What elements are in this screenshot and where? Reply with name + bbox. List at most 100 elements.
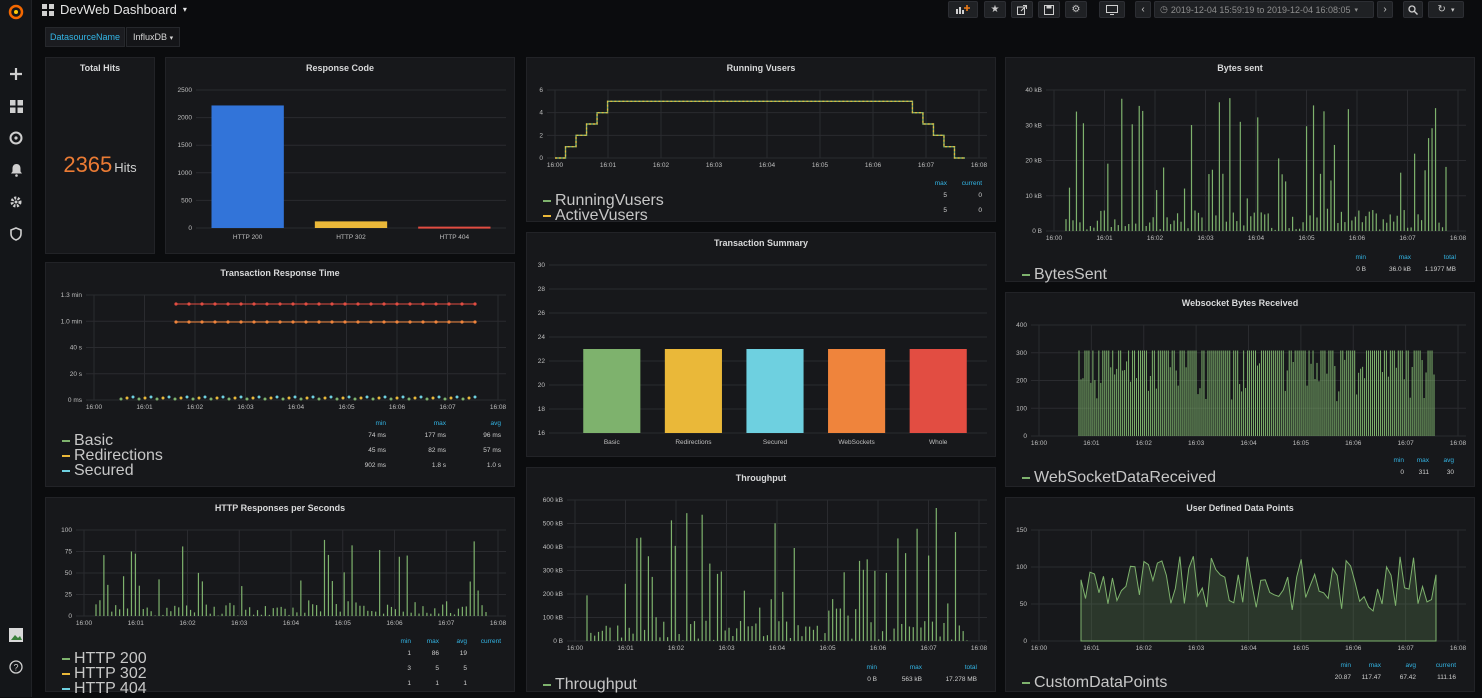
legend-header: max: [934, 180, 947, 187]
x-tick-label: 16:07: [918, 162, 935, 169]
legend-series[interactable]: BytesSent: [1022, 266, 1107, 284]
data-point: [245, 397, 249, 401]
variable-value: InfluxDB: [133, 32, 168, 42]
variable-select[interactable]: InfluxDB ▾: [126, 27, 181, 47]
y-tick-label: 20 kB: [1025, 158, 1042, 165]
legend-series[interactable]: Redirections: [62, 447, 163, 465]
data-point: [335, 397, 339, 401]
x-tick-label: 16:00: [1031, 645, 1048, 652]
shield-icon[interactable]: [0, 224, 32, 244]
add-panel-button[interactable]: [948, 1, 978, 18]
bar: [583, 349, 641, 433]
data-point: [173, 397, 177, 401]
data-point: [221, 395, 225, 399]
legend-series[interactable]: HTTP 302: [62, 665, 147, 683]
dashboard-title[interactable]: DevWeb Dashboard ▾: [42, 2, 187, 17]
refresh-icon: ↻: [1437, 4, 1446, 15]
x-tick-label: Basic: [604, 439, 621, 446]
x-tick-label: 16:08: [490, 404, 507, 411]
legend-value-min: 0 B: [867, 676, 877, 683]
data-point: [383, 395, 387, 399]
panel-title: Websocket Bytes Received: [1181, 298, 1299, 308]
data-point: [200, 302, 204, 306]
data-point: [265, 320, 269, 324]
legend-series[interactable]: CustomDataPoints: [1022, 674, 1167, 692]
grafana-logo-icon[interactable]: [0, 2, 32, 22]
legend-header: total: [964, 664, 977, 671]
legend-series[interactable]: ActiveVusers: [543, 207, 648, 225]
legend-series[interactable]: Secured: [62, 462, 134, 480]
x-tick-label: 16:07: [1397, 645, 1414, 652]
legend-value-current: 111.16: [1437, 674, 1456, 681]
data-point: [329, 395, 333, 399]
add-panel-icon: [956, 5, 970, 14]
explore-icon[interactable]: [0, 128, 32, 148]
y-tick-label: 1500: [178, 142, 193, 149]
legend-series[interactable]: Basic: [62, 432, 113, 450]
plus-icon[interactable]: [0, 64, 32, 84]
star-button[interactable]: ★: [984, 1, 1006, 18]
y-tick-label: 50: [1020, 601, 1028, 608]
time-picker-button[interactable]: ◷ 2019-12-04 15:59:19 to 2019-12-04 16:0…: [1154, 1, 1374, 18]
legend-series-name: BytesSent: [1034, 266, 1107, 283]
share-icon: [1017, 4, 1027, 15]
legend-swatch: [62, 673, 70, 675]
legend-series[interactable]: HTTP 404: [62, 680, 147, 698]
share-button[interactable]: [1011, 1, 1033, 18]
x-tick-label: 16:08: [490, 620, 507, 627]
zoom-out-button[interactable]: [1403, 1, 1423, 18]
side-menu: ?: [0, 0, 32, 697]
legend-series[interactable]: WebSocketDataReceived: [1022, 469, 1216, 487]
tv-mode-button[interactable]: [1099, 1, 1125, 18]
panel-title: Total Hits: [79, 63, 121, 73]
panel-title: Bytes sent: [1217, 63, 1263, 73]
legend-series[interactable]: Throughput: [543, 676, 637, 694]
legend-series[interactable]: HTTP 200: [62, 650, 147, 668]
data-point: [311, 395, 315, 399]
time-back-button[interactable]: ‹: [1135, 1, 1151, 18]
x-tick-label: 16:08: [1450, 235, 1467, 242]
data-point: [278, 302, 282, 306]
data-point: [347, 395, 351, 399]
user-avatar-icon[interactable]: [0, 625, 32, 645]
data-point: [226, 302, 230, 306]
data-point: [461, 397, 465, 401]
legend-value-max: 36.0 kB: [1388, 266, 1411, 273]
time-forward-button[interactable]: ›: [1377, 1, 1393, 18]
bar: [664, 349, 722, 433]
settings-button[interactable]: ⚙: [1065, 1, 1087, 18]
legend-value-avg: 1: [463, 680, 467, 687]
panel-title: User Defined Data Points: [1186, 503, 1294, 513]
data-point: [395, 320, 399, 324]
data-point: [359, 396, 363, 400]
help-icon[interactable]: ?: [0, 657, 32, 677]
data-point: [213, 320, 217, 324]
legend-header: min: [1340, 662, 1351, 669]
data-point: [252, 302, 256, 306]
legend-series[interactable]: RunningVusers: [543, 192, 664, 210]
x-tick-label: 16:05: [335, 620, 352, 627]
dashboards-icon[interactable]: [0, 96, 32, 116]
x-tick-label: 16:03: [237, 404, 254, 411]
x-tick-label: 16:02: [1136, 440, 1153, 447]
data-point: [447, 320, 451, 324]
svg-text:?: ?: [13, 663, 18, 673]
save-button[interactable]: [1038, 1, 1060, 18]
x-tick-label: 16:01: [136, 404, 153, 411]
legend-header: max: [1416, 457, 1429, 464]
refresh-button[interactable]: ↻ ▾: [1428, 1, 1464, 18]
data-point: [239, 302, 243, 306]
data-point: [437, 395, 441, 399]
legend-value-max: 5: [943, 192, 947, 199]
y-tick-label: 0 B: [553, 638, 563, 645]
alerting-icon[interactable]: [0, 160, 32, 180]
data-point: [460, 320, 464, 324]
y-tick-label: 300: [1016, 350, 1027, 357]
data-point: [382, 302, 386, 306]
data-point: [413, 396, 417, 400]
data-point: [251, 396, 255, 400]
configuration-icon[interactable]: [0, 192, 32, 212]
legend-header: min: [375, 420, 386, 427]
y-tick-label: 30 kB: [1025, 122, 1042, 129]
legend-value-total: 17.278 MB: [945, 676, 977, 683]
